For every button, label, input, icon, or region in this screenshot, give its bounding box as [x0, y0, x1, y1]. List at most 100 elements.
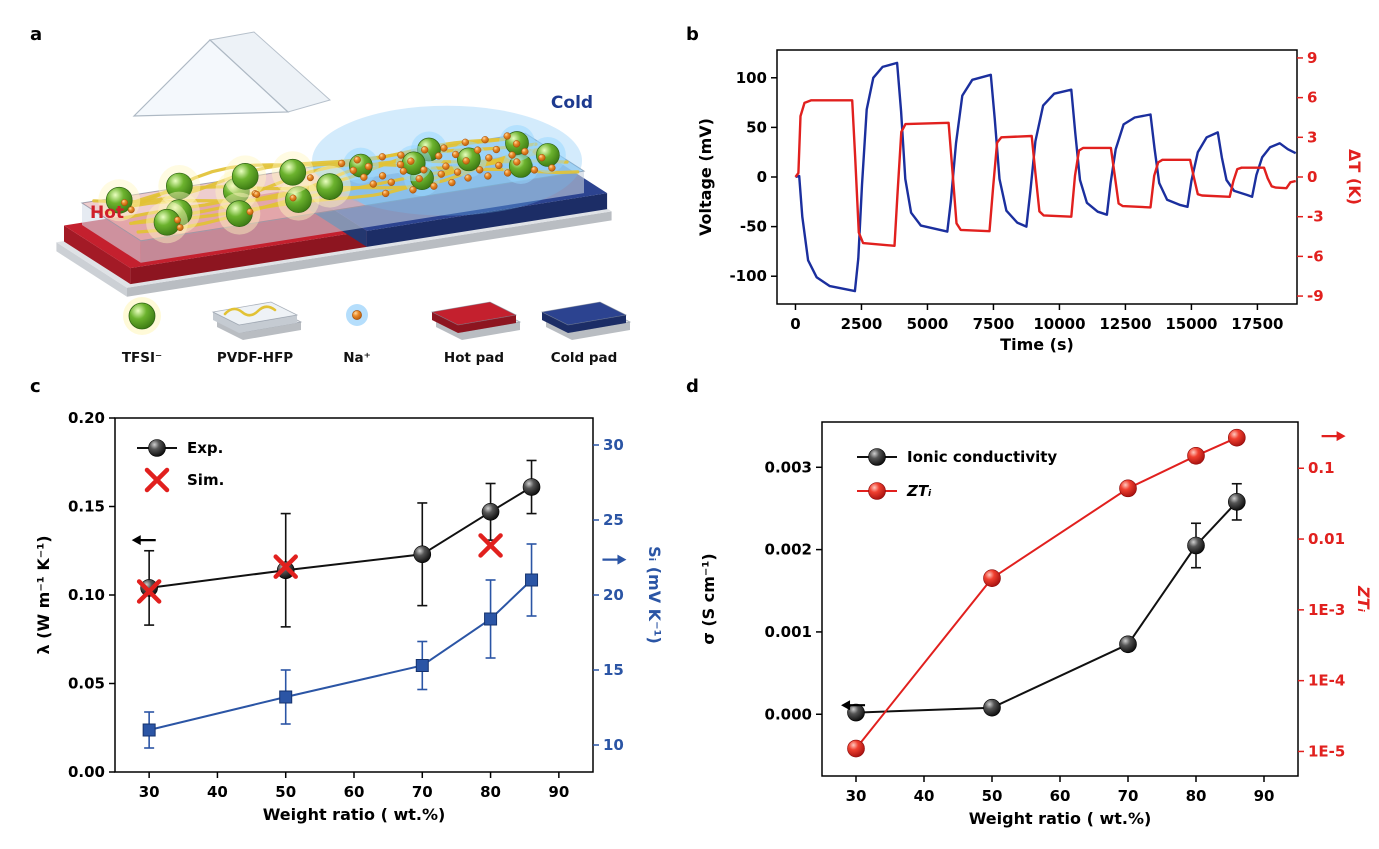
- svg-text:0.002: 0.002: [765, 541, 812, 559]
- svg-text:ZTᵢ: ZTᵢ: [1354, 585, 1373, 613]
- svg-text:90: 90: [548, 783, 569, 801]
- axis-pointer-arrow: [131, 535, 156, 546]
- svg-text:17500: 17500: [1231, 315, 1283, 333]
- panel-label-d: d: [686, 376, 699, 397]
- y-axis-left: -100 -50 0 50 100 Voltage (mV): [696, 69, 777, 285]
- legend-label-na: Na⁺: [343, 350, 371, 366]
- svg-text:70: 70: [412, 783, 433, 801]
- svg-text:50: 50: [746, 118, 767, 136]
- svg-text:30: 30: [846, 787, 867, 805]
- svg-text:0: 0: [757, 168, 767, 186]
- series-ionic-conductivity: [847, 482, 1246, 722]
- svg-text:Weight ratio ( wt.%): Weight ratio ( wt.%): [969, 809, 1152, 828]
- legend-label-pvdf-hfp: PVDF-HFP: [217, 350, 293, 366]
- axis-pointer-arrow: [1321, 431, 1346, 442]
- svg-text:15: 15: [603, 661, 624, 679]
- svg-text:30: 30: [603, 436, 624, 454]
- y-axis-left: 0.000 0.001 0.002 0.003 σ (S cm⁻¹): [699, 458, 822, 723]
- svg-text:-50: -50: [740, 218, 767, 236]
- plot-frame: [821, 421, 1299, 777]
- panel-label-a: a: [30, 24, 43, 45]
- x-axis: 30 40 50 60 70 80 90 Weight ratio ( wt.%): [139, 772, 569, 824]
- svg-text:1E-3: 1E-3: [1308, 601, 1345, 619]
- series-sim-: [136, 533, 503, 604]
- svg-text:30: 30: [139, 783, 160, 801]
- svg-text:0: 0: [1307, 168, 1317, 186]
- schematic-legend-icons: [123, 297, 632, 340]
- svg-text:ZTᵢ: ZTᵢ: [906, 482, 932, 500]
- svg-text:60: 60: [344, 783, 365, 801]
- svg-text:Sim.: Sim.: [187, 471, 224, 489]
- svg-text:40: 40: [914, 787, 935, 805]
- series-exp-: [140, 459, 541, 628]
- device-illustration: [56, 31, 632, 340]
- x-axis: 0 2500 5000 7500 10000 12500 15000 17500 Time (s…: [790, 304, 1283, 354]
- svg-text:Voltage (mV): Voltage (mV): [696, 118, 715, 236]
- svg-text:7500: 7500: [973, 315, 1015, 333]
- svg-text:0.000: 0.000: [765, 705, 812, 723]
- y-axis-right: -9 -6 -3 0 3 6 9 ΔT (K): [1297, 49, 1364, 305]
- series-zti: [847, 428, 1246, 758]
- svg-text:Exp.: Exp.: [187, 439, 223, 457]
- svg-text:0.01: 0.01: [1308, 530, 1345, 548]
- svg-text:0.00: 0.00: [68, 763, 105, 781]
- svg-text:20: 20: [603, 586, 624, 604]
- chart-legend: Ionic conductivity ZTᵢ: [857, 448, 1057, 500]
- device-schematic: Hot Cold TFSI⁻ PVDF-HFP Na⁺ Hot pad Cold…: [56, 31, 632, 366]
- svg-text:5000: 5000: [907, 315, 949, 333]
- svg-text:70: 70: [1118, 787, 1139, 805]
- svg-text:10000: 10000: [1033, 315, 1085, 333]
- svg-text:50: 50: [275, 783, 296, 801]
- svg-text:2500: 2500: [841, 315, 883, 333]
- svg-text:50: 50: [982, 787, 1003, 805]
- y-axis-left: 0.00 0.05 0.10 0.15 0.20 λ (W m⁻¹ K⁻¹): [34, 409, 115, 781]
- svg-text:-100: -100: [729, 267, 767, 285]
- svg-text:-9: -9: [1307, 287, 1324, 305]
- svg-text:Weight ratio ( wt.%): Weight ratio ( wt.%): [263, 805, 446, 824]
- legend-label-tfsi: TFSI⁻: [122, 350, 162, 366]
- svg-text:60: 60: [1050, 787, 1071, 805]
- svg-text:15000: 15000: [1165, 315, 1217, 333]
- svg-text:0.10: 0.10: [68, 586, 105, 604]
- svg-text:1E-5: 1E-5: [1308, 742, 1345, 760]
- chart-legend: Exp. Sim.: [137, 439, 224, 493]
- svg-text:-3: -3: [1307, 208, 1324, 226]
- x-axis: 30 40 50 60 70 80 90 Weight ratio ( wt.%): [846, 776, 1274, 828]
- series-si: [142, 543, 539, 749]
- panel-label-b: b: [686, 24, 699, 45]
- svg-text:9: 9: [1307, 49, 1317, 67]
- svg-text:6: 6: [1307, 89, 1317, 107]
- svg-text:0.05: 0.05: [68, 675, 105, 693]
- svg-text:80: 80: [480, 783, 501, 801]
- na-cations: [121, 132, 556, 231]
- svg-text:-6: -6: [1307, 247, 1324, 265]
- svg-text:0.15: 0.15: [68, 498, 105, 516]
- svg-text:σ (S cm⁻¹): σ (S cm⁻¹): [699, 553, 718, 644]
- y-axis-right: 0.1 0.01 1E-3 1E-4 1E-5 ZTᵢ: [1298, 459, 1373, 760]
- y-axis-right: 10 15 20 25 30 Sᵢ (mV K⁻¹): [593, 436, 664, 754]
- axis-pointer-arrow: [602, 554, 627, 565]
- svg-text:40: 40: [207, 783, 228, 801]
- svg-text:80: 80: [1186, 787, 1207, 805]
- series-voltage: [795, 61, 1297, 293]
- svg-text:Time (s): Time (s): [1000, 335, 1074, 354]
- svg-text:0: 0: [790, 315, 800, 333]
- svg-text:0.001: 0.001: [765, 623, 812, 641]
- glass-prism: [132, 31, 332, 117]
- svg-text:0.20: 0.20: [68, 409, 105, 427]
- svg-text:3: 3: [1307, 128, 1317, 146]
- series--t: [794, 99, 1296, 247]
- svg-text:100: 100: [736, 69, 767, 87]
- cold-side-label: Cold: [551, 93, 593, 113]
- svg-text:Sᵢ (mV K⁻¹): Sᵢ (mV K⁻¹): [645, 546, 664, 644]
- svg-text:0.1: 0.1: [1308, 459, 1335, 477]
- svg-text:λ (W m⁻¹ K⁻¹): λ (W m⁻¹ K⁻¹): [34, 535, 53, 654]
- hot-side-label: Hot: [90, 203, 124, 223]
- svg-text:1E-4: 1E-4: [1308, 672, 1345, 690]
- svg-text:25: 25: [603, 511, 624, 529]
- panel-label-c: c: [30, 376, 41, 397]
